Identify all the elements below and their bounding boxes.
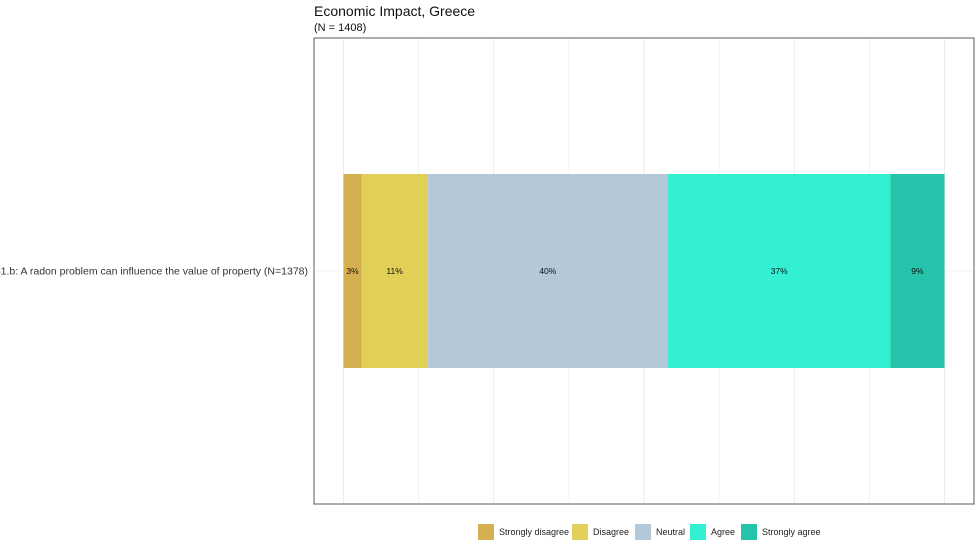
data-label: 11% (386, 266, 403, 276)
category-labels: RA51.b: A radon problem can influence th… (0, 266, 308, 278)
data-label: 37% (771, 266, 788, 276)
data-label: 3% (346, 266, 359, 276)
bar-segment (427, 174, 669, 368)
legend-swatch (690, 524, 706, 540)
chart-title: Economic Impact, Greece (314, 3, 475, 19)
chart-subtitle: (N = 1408) (314, 22, 366, 34)
data-label: 40% (539, 266, 556, 276)
legend-label: Neutral (656, 527, 685, 537)
legend-swatch (478, 524, 494, 540)
bar-segments: 3% 11% 40% 37% 9% (343, 174, 945, 368)
bar-segment (343, 174, 362, 368)
legend-swatch (635, 524, 651, 540)
legend: Strongly disagree Disagree Neutral Agree Str… (478, 524, 821, 540)
legend-swatch (572, 524, 588, 540)
bar-segment (668, 174, 891, 368)
bar-segment (890, 174, 945, 368)
bar-segment (361, 174, 428, 368)
legend-swatch (741, 524, 757, 540)
legend-label: Strongly disagree (499, 527, 569, 537)
legend-label: Disagree (593, 527, 629, 537)
data-label: 9% (911, 266, 924, 276)
category-label: RA51.b: A radon problem can influence th… (0, 266, 308, 278)
legend-label: Strongly agree (762, 527, 821, 537)
legend-label: Agree (711, 527, 735, 537)
